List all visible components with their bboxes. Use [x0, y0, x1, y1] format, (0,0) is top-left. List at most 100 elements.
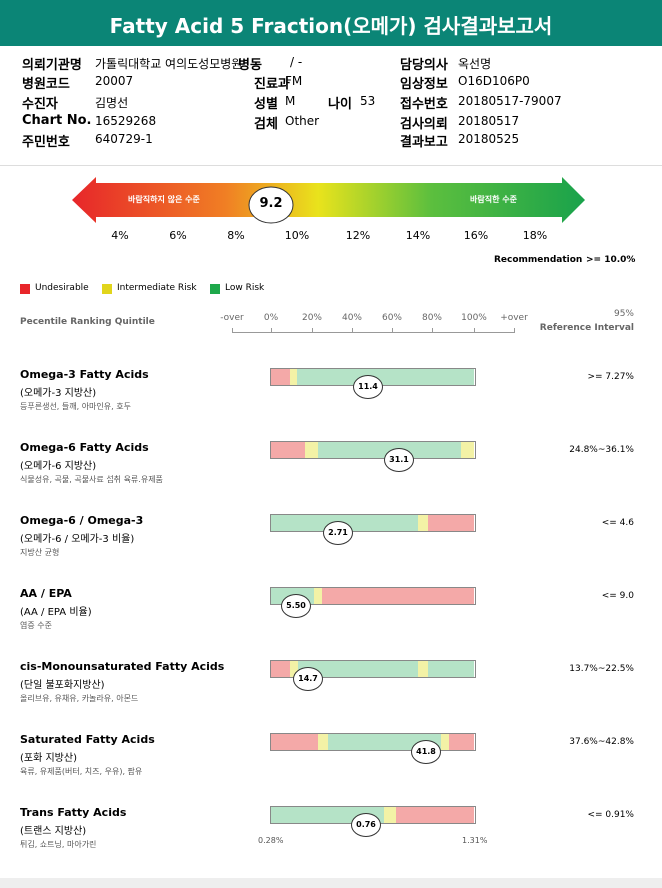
item-name: Trans Fatty Acids: [20, 806, 127, 819]
gauge: [72, 177, 585, 224]
bar-segment: [271, 369, 290, 385]
item-marker: 11.4: [353, 375, 383, 399]
scale-tick: 0%: [263, 313, 279, 323]
item-marker: 41.8: [411, 740, 441, 764]
bar-segment: [297, 369, 474, 385]
legend-label: Undesirable: [35, 283, 89, 293]
item-marker: 31.1: [384, 448, 414, 472]
ref-title: 95%: [613, 309, 634, 319]
scale-tickmark: [474, 328, 475, 333]
bar-frame: [270, 587, 476, 605]
bar-segment: [418, 661, 428, 677]
item-sub: (오메가-3 지방산): [20, 388, 97, 399]
item-name: Saturated Fatty Acids: [20, 733, 155, 746]
item-ref: <= 4.6: [601, 518, 634, 528]
item-foods: 올리브유, 유채유, 카놀라유, 아몬드: [20, 694, 139, 703]
info-label: 수진자: [22, 97, 58, 112]
info-label: 나이: [328, 97, 352, 112]
bar-segment: [290, 369, 297, 385]
bar-segment: [271, 442, 305, 458]
bar-segment: [449, 734, 474, 750]
recommendation: >= 10.0%: [586, 255, 636, 265]
gauge-tick: 12%: [345, 229, 371, 242]
bar-segment: [314, 588, 322, 604]
info-value: 20180517-79007: [458, 94, 562, 108]
item-sub: (포화 지방산): [20, 753, 77, 764]
item-sub: (트랜스 지방산): [20, 826, 87, 837]
item-marker: 2.71: [323, 521, 353, 545]
scale-tickmark: [432, 328, 433, 333]
bar-segment: [322, 588, 474, 604]
gauge-tick: 8%: [227, 229, 245, 242]
item-ref: <= 9.0: [601, 591, 634, 601]
item-ref: <= 0.91%: [587, 810, 634, 820]
legend-swatch: [210, 284, 220, 294]
recommendation-label: Recommendation: [494, 255, 583, 265]
scale-tick: 80%: [421, 313, 442, 323]
bar-segment: [290, 661, 298, 677]
bar-segment: [271, 661, 290, 677]
item-foods: 식물성유, 곡물, 곡물사료 섭취 육류.유제품: [20, 475, 163, 484]
item-sub: (오메가-6 / 오메가-3 비율): [20, 534, 135, 545]
gauge-right: 바람직한 수준: [470, 195, 517, 204]
info-value: 53: [360, 94, 376, 108]
info-value: 16529268: [95, 114, 157, 128]
item-ref: >= 7.27%: [587, 372, 634, 382]
item-marker: 0.76: [351, 813, 381, 837]
scale-axis: [232, 332, 514, 333]
info-label: Chart No.: [22, 113, 92, 128]
bar-segment: [305, 442, 318, 458]
scale-tick: 40%: [341, 313, 362, 323]
info-value: 옥선명: [458, 57, 492, 71]
scale-tick: 100%: [461, 313, 487, 323]
bar-segment: [461, 442, 474, 458]
info-label: 성별: [254, 97, 278, 112]
info-value: 김명선: [95, 96, 129, 110]
gauge-tick: 6%: [169, 229, 187, 242]
divider: [0, 165, 662, 166]
scale-tick: 20%: [301, 313, 322, 323]
info-label: 의뢰기관명: [22, 58, 82, 73]
item-name: AA / EPA: [20, 587, 72, 600]
item-ref: 24.8%~36.1%: [569, 445, 634, 455]
scale-tickmark: [312, 328, 313, 333]
item-name: Omega-6 / Omega-3: [20, 514, 144, 527]
gauge-value: 9.2: [259, 196, 283, 211]
item-foods: 등푸른생선, 들깨, 아마인유, 호두: [20, 402, 131, 411]
scale-tickmark: [514, 328, 515, 333]
item-name: Omega-6 Fatty Acids: [20, 441, 149, 454]
bar-segment: [271, 734, 318, 750]
scale-tickmark: [232, 328, 233, 333]
info-label: 주민번호: [22, 135, 70, 150]
info-value: 가톨릭대학교 여의도성모병원: [95, 57, 243, 71]
scale-tickmark: [352, 328, 353, 333]
info-value: 20180517: [458, 114, 520, 128]
info-value: O16D106P0: [458, 74, 530, 88]
bar-frame: [270, 733, 476, 751]
scale-tickmark: [392, 328, 393, 333]
info-label: 진료과: [254, 77, 290, 92]
scale-tick: 60%: [381, 313, 402, 323]
gauge-arrow: [72, 177, 585, 223]
info-label: 임상정보: [400, 77, 448, 92]
item-marker: 5.50: [281, 594, 311, 618]
item-marker: 14.7: [293, 667, 323, 691]
item-foods: 지방산 균형: [20, 548, 60, 557]
title: Fatty Acid 5 Fraction(오메가) 검사결과보고서: [109, 14, 553, 38]
item-sub: (단일 불포화지방산): [20, 680, 105, 691]
scale-tickmark: [271, 328, 272, 333]
legend-swatch: [20, 284, 30, 294]
bar-segment: [384, 807, 396, 823]
item-sub: (오메가-6 지방산): [20, 461, 97, 472]
bar-segment: [428, 661, 474, 677]
info-value: / -: [290, 55, 303, 69]
gauge-left: 바람직하지 않은 수준: [128, 195, 200, 204]
bar-frame: [270, 660, 476, 678]
footer-band: [0, 878, 662, 888]
bar-segment: [318, 734, 328, 750]
info-label: 접수번호: [400, 97, 448, 112]
info-label: 담당의사: [400, 58, 448, 73]
legend-label: Intermediate Risk: [117, 283, 197, 293]
info-value: FM: [285, 74, 303, 88]
